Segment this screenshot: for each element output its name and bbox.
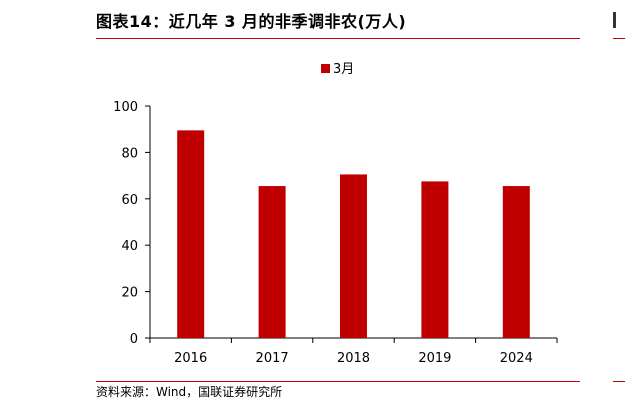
x-tick-label: 2016 [174, 351, 207, 366]
x-tick-label: 2019 [418, 351, 451, 366]
x-tick-label: 2018 [337, 351, 370, 366]
chart-legend: 3月 [321, 62, 354, 77]
x-tick-label: 2024 [500, 351, 533, 366]
adjacent-panel-title-divider [613, 38, 625, 39]
y-tick-label: 100 [113, 100, 138, 115]
bar-series [177, 130, 530, 338]
y-tick-label: 0 [130, 332, 138, 347]
legend-label: 3月 [333, 62, 354, 77]
title-divider [96, 38, 580, 39]
y-tick-label: 20 [121, 286, 138, 301]
bar-2024 [502, 186, 530, 338]
source-divider [96, 381, 580, 382]
x-tick-label: 2017 [256, 351, 289, 366]
y-tick-label: 80 [121, 146, 138, 161]
adjacent-panel-edge-mark [613, 12, 616, 28]
adjacent-panel-source-divider [613, 381, 625, 382]
y-tick-label: 40 [121, 239, 138, 254]
bar-2016 [177, 130, 205, 338]
y-tick-label: 60 [121, 193, 138, 208]
bar-2019 [421, 181, 449, 338]
source-note: 资料来源：Wind，国联证券研究所 [96, 385, 283, 399]
y-axis: 0 20 40 60 80 100 [113, 100, 151, 347]
bar-2017 [258, 186, 286, 338]
x-axis: 2016 2017 2018 2019 2024 [149, 337, 558, 366]
bar-2018 [340, 174, 367, 338]
legend-swatch [321, 64, 330, 73]
figure-title: 图表14：近几年 3 月的非季调非农(万人) [96, 12, 407, 31]
